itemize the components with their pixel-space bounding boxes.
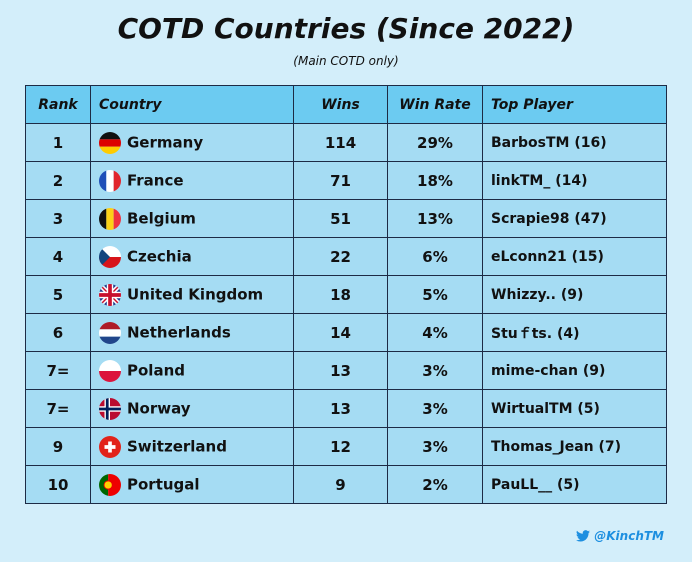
table-cell: PauLL__ (5) [482,465,667,504]
table-cell: Portugal [90,465,294,504]
flag-icon [99,131,121,154]
table-cell: 29% [387,123,483,162]
table-row: 5 United Kingdom 18 5% Whizzy.. (9) [25,275,667,314]
table-cell: 3% [387,351,483,390]
table-cell: Czechia [90,237,294,276]
table-cell: 14 [293,313,388,352]
country-name: Germany [127,133,204,151]
flag-icon [99,245,121,268]
table-cell: 18 [293,275,388,314]
column-header: Rank [25,85,91,124]
table-cell: eLconn21 (15) [482,237,667,276]
country-name: United Kingdom [127,285,264,303]
table-cell: 7= [25,389,91,428]
flag-icon [99,207,121,230]
table-row: 4 Czechia 22 6% eLconn21 (15) [25,237,667,276]
flag-icon [99,283,121,306]
table-row: 10 Portugal 9 2% PauLL__ (5) [25,465,667,504]
title: COTD Countries (Since 2022) [117,12,575,45]
column-header: Win Rate [387,85,483,124]
table-cell: 12 [293,427,388,466]
table-cell: 3% [387,427,483,466]
table-cell: 13% [387,199,483,238]
table-row: 7= Norway 13 3% WirtualTM (5) [25,389,667,428]
table-cell: 5% [387,275,483,314]
table-cell: 3 [25,199,91,238]
table-cell: Norway [90,389,294,428]
country-name: Portugal [127,475,200,493]
flag-icon [99,359,121,382]
country-name: Poland [127,361,185,379]
country-name: Belgium [127,209,196,227]
handle: @KinchTM [594,529,664,543]
footer: @KinchTM [576,529,664,543]
table-cell: WirtualTM (5) [482,389,667,428]
table-cell: 2% [387,465,483,504]
country-name: Czechia [127,247,192,265]
table-cell: 18% [387,161,483,200]
country-name: Netherlands [127,323,231,341]
table-cell: 9 [293,465,388,504]
table-row: 7= Poland 13 3% mime-chan (9) [25,351,667,390]
table-cell: Germany [90,123,294,162]
table-cell: 4 [25,237,91,276]
table-cell: Poland [90,351,294,390]
table-cell: 13 [293,351,388,390]
country-name: France [127,171,184,189]
column-header: Wins [293,85,388,124]
subtitle: (Main COTD only) [293,54,399,68]
table-cell: Scrapie98 (47) [482,199,667,238]
table-cell: 6 [25,313,91,352]
table-row: 2 France 71 18% linkTM_ (14) [25,161,667,200]
table-cell: 22 [293,237,388,276]
table-cell: Whizzy.. (9) [482,275,667,314]
table-row: 9 Switzerland 12 3% Thomas_Jean (7) [25,427,667,466]
table-cell: 71 [293,161,388,200]
table-cell: linkTM_ (14) [482,161,667,200]
table-row: 1 Germany 114 29% BarbosTM (16) [25,123,667,162]
table-cell: BarbosTM (16) [482,123,667,162]
table-cell: 7= [25,351,91,390]
table-cell: 5 [25,275,91,314]
flag-icon [99,321,121,344]
table-cell: 4% [387,313,483,352]
column-header: Country [90,85,294,124]
table-cell: 3% [387,389,483,428]
table-cell: 1 [25,123,91,162]
table-cell: Belgium [90,199,294,238]
header-row: Rank Country Wins Win Rate Top Player [25,85,667,124]
table-cell: 51 [293,199,388,238]
table-cell: mime-chan (9) [482,351,667,390]
flag-icon [99,169,121,192]
table-cell: 6% [387,237,483,276]
table-cell: 114 [293,123,388,162]
table-cell: 10 [25,465,91,504]
table-cell: France [90,161,294,200]
table-row: 6 Netherlands 14 4% Stuｆts. (4) [25,313,667,352]
table-cell: 9 [25,427,91,466]
table-cell: United Kingdom [90,275,294,314]
table-cell: 13 [293,389,388,428]
column-header: Top Player [482,85,667,124]
table-cell: Switzerland [90,427,294,466]
twitter-icon [576,530,591,542]
table-cell: Thomas_Jean (7) [482,427,667,466]
table-cell: Netherlands [90,313,294,352]
table: Rank Country Wins Win Rate Top Player 1 Germa… [25,85,667,504]
table-body: 1 Germany 114 29% BarbosTM (16) 2 France 71 18% l… [25,123,667,504]
flag-icon [99,473,121,496]
country-name: Norway [127,399,191,417]
table-row: 3 Belgium 51 13% Scrapie98 (47) [25,199,667,238]
flag-icon [99,397,121,420]
country-name: Switzerland [127,437,227,455]
flag-icon [99,435,121,458]
table-cell: 2 [25,161,91,200]
table-cell: Stuｆts. (4) [482,313,667,352]
